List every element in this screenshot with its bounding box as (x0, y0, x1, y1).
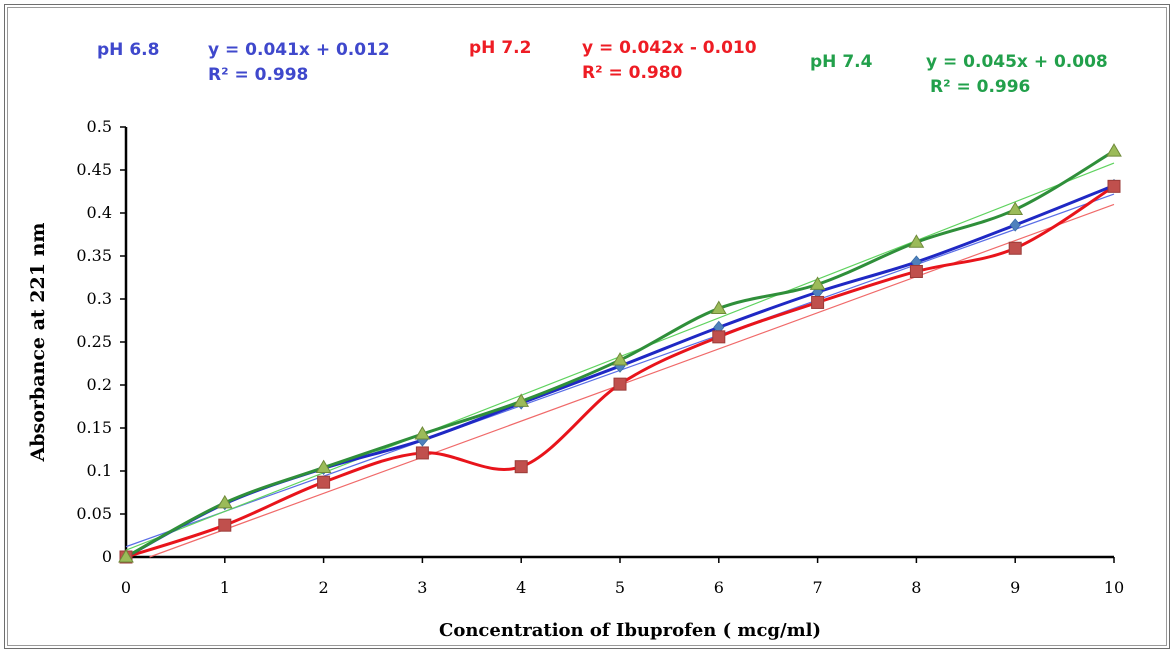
y-tick-label: 0.1 (87, 461, 112, 480)
y-tick-label: 0.25 (76, 332, 112, 351)
data-point-ph74 (315, 459, 332, 474)
series-label-ph72: pH 7.2 (469, 38, 532, 58)
trendline-2 (149, 203, 1115, 558)
data-point-ph74 (513, 393, 530, 407)
markers (118, 143, 1122, 564)
data-point-ph72 (1107, 179, 1121, 193)
data-point-ph72 (712, 330, 726, 344)
data-point-ph74 (908, 234, 925, 248)
data-point-ph68 (1009, 218, 1021, 232)
x-axis-title: Concentration of Ibuprofen ( mcg/ml) (439, 620, 821, 641)
outer-border (4, 4, 1170, 649)
y-tick-label: 0.35 (76, 246, 112, 265)
x-tick-label: 0 (121, 578, 131, 597)
y-tick-label: 0.15 (76, 418, 112, 437)
x-tick-label: 3 (417, 578, 427, 597)
x-tick-label: 5 (615, 578, 625, 597)
series-label-ph68: pH 6.8 (97, 40, 160, 60)
data-point-ph74 (1106, 143, 1122, 157)
data-point-ph72 (218, 518, 232, 532)
equation-ph72: y = 0.042x - 0.010 (582, 38, 757, 58)
data-point-ph74 (710, 300, 727, 314)
r2-ph72: R² = 0.980 (582, 63, 683, 83)
inner-border (7, 7, 1167, 646)
x-tick-label: 7 (813, 578, 823, 597)
data-point-ph72 (317, 475, 331, 489)
data-point-ph72 (514, 460, 528, 474)
x-tick-label: 1 (220, 578, 230, 597)
data-point-ph72 (811, 295, 825, 309)
data-point-ph72 (415, 446, 429, 460)
data-point-ph74 (414, 426, 431, 440)
data-point-ph72 (613, 377, 627, 391)
data-point-ph74 (1007, 201, 1024, 216)
x-tick-label: 9 (1010, 578, 1020, 597)
y-tick-label: 0.3 (87, 289, 112, 308)
data-point-ph74 (809, 276, 826, 290)
series-label-ph74: pH 7.4 (810, 52, 873, 72)
y-tick-label: 0.2 (87, 375, 112, 394)
x-tick-label: 2 (319, 578, 329, 597)
y-tick-label: 0 (102, 547, 112, 566)
data-point-ph74 (118, 549, 134, 563)
data-point-ph74 (612, 352, 628, 366)
y-tick-label: 0.4 (87, 203, 112, 222)
y-tick-label: 0.5 (87, 117, 112, 136)
y-tick-label: 0.05 (76, 504, 112, 523)
axes: 0 1 2 3 4 5 6 7 8 9 10 0 0.05 0.1 0.15 0.2 0.25 0.3 0.35 0… (76, 117, 1124, 597)
y-axis-title: Absorbance at 221 nm (27, 223, 49, 463)
x-tick-label: 4 (516, 578, 526, 597)
r2-ph74: R² = 0.996 (930, 77, 1031, 97)
y-tick-label: 0.45 (76, 160, 112, 179)
equation-ph74: y = 0.045x + 0.008 (926, 52, 1108, 72)
data-point-ph72 (909, 264, 923, 278)
data-point-ph72 (1008, 241, 1022, 255)
data-point-ph74 (216, 494, 233, 509)
x-tick-label: 10 (1104, 578, 1124, 597)
x-tick-label: 8 (911, 578, 921, 597)
equation-ph68: y = 0.041x + 0.012 (208, 40, 390, 60)
r2-ph68: R² = 0.998 (208, 65, 309, 85)
x-tick-label: 6 (714, 578, 724, 597)
